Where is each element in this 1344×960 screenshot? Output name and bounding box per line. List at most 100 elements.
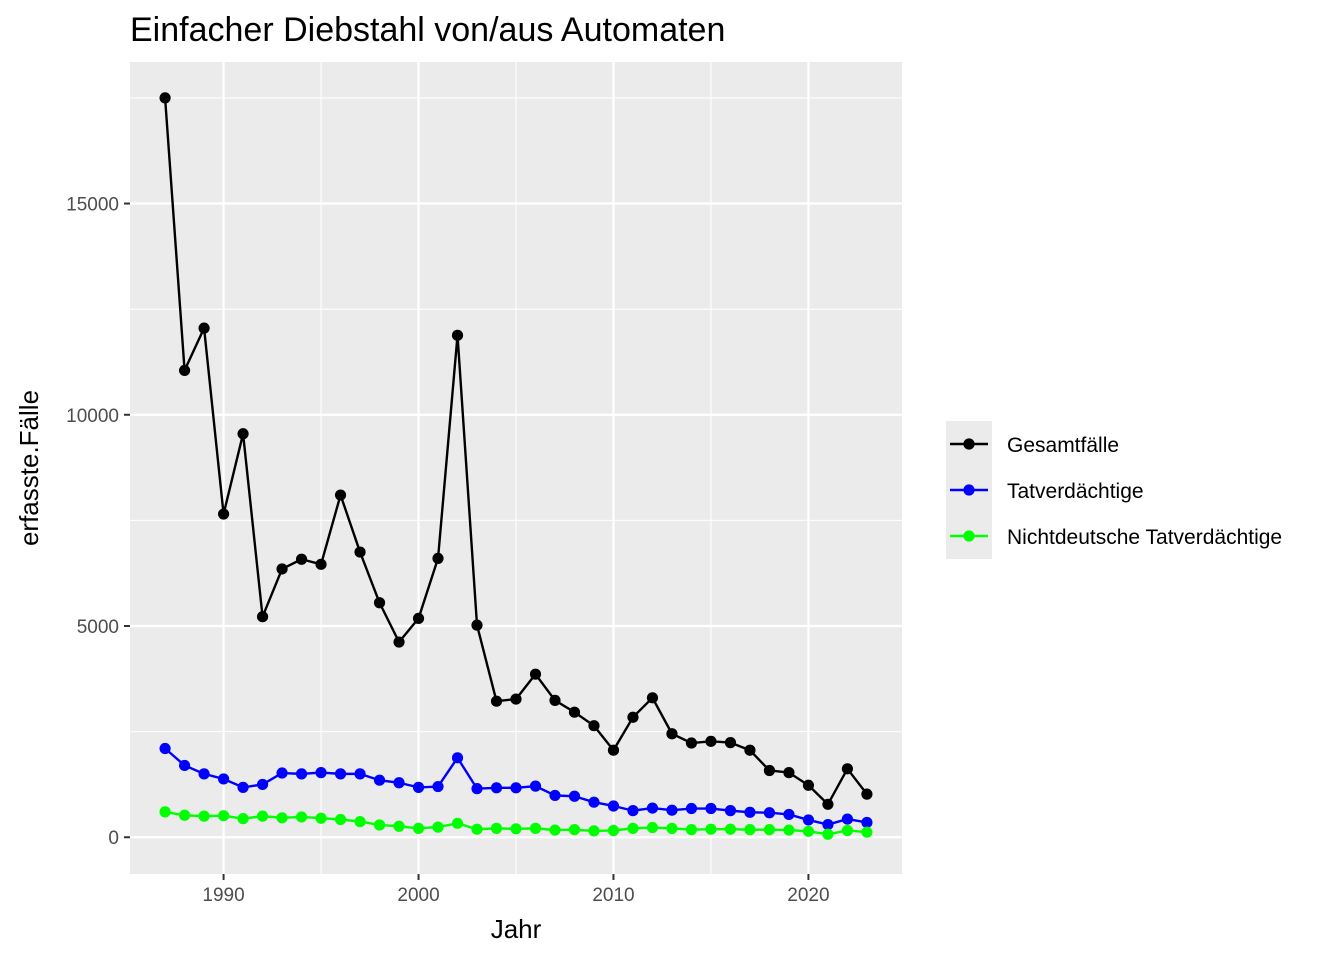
data-point [256,778,269,791]
data-point [315,812,327,824]
data-point [763,807,776,819]
data-point [685,737,698,749]
legend-key-point [963,530,975,542]
data-point [237,781,249,793]
axis-layer: 1990 2000 2010 2020 0 5000 10000 15000 [66,195,829,906]
data-point [646,692,659,704]
x-tick-label: 2020 [787,885,829,906]
data-point [393,777,405,789]
data-point [432,821,444,833]
data-point [744,824,756,836]
data-point [256,611,269,623]
data-point [724,805,737,817]
data-point [802,825,815,837]
data-point [373,819,386,831]
data-point [471,619,483,631]
data-point [549,789,561,802]
data-point [217,810,230,822]
data-point [334,768,347,780]
x-tick-label: 2010 [592,885,634,906]
data-point [685,824,698,836]
series-layer [159,92,873,840]
legend-key-point [963,438,975,450]
data-point [276,767,288,779]
data-point [607,824,620,837]
data-point [802,779,815,791]
data-point [315,767,327,779]
data-point [685,802,698,815]
data-point [705,823,717,835]
data-point [744,744,756,756]
y-tick-label: 5000 [77,617,119,638]
data-point [412,781,425,793]
legend-label: Nichtdeutsche Tatverdächtige [1007,526,1282,549]
data-point [841,813,854,825]
data-point [724,823,737,835]
data-point [783,824,795,836]
data-point [178,809,191,821]
data-point [666,822,678,834]
data-point [822,828,834,840]
data-point [627,711,639,723]
data-point [393,820,405,832]
data-point [627,822,639,834]
data-point [510,782,522,794]
data-point [783,767,795,779]
data-point [841,824,854,837]
data-point [159,806,171,818]
data-point [178,759,191,772]
grid-minor [130,62,902,874]
data-point [354,768,366,780]
y-axis-title: erfasste.Fälle [14,390,44,546]
data-point [198,810,210,822]
y-tick-label: 15000 [66,195,119,216]
data-point [276,563,288,575]
data-point [432,780,444,793]
data-point [588,825,600,837]
data-point [295,768,308,780]
data-point [705,735,717,747]
data-point [451,329,464,341]
data-point [744,806,756,818]
data-point [510,823,522,835]
data-point [315,558,327,570]
data-point [354,816,366,828]
y-tick-label: 10000 [66,406,119,427]
data-point [802,814,815,826]
data-point [217,508,230,520]
data-point [783,808,795,821]
data-point [588,796,600,808]
data-point [510,693,522,705]
data-point [412,822,425,834]
data-point [295,553,308,565]
data-point [763,824,776,836]
data-point [822,798,834,810]
data-point [549,824,561,836]
data-point [529,668,542,680]
data-point [198,768,210,780]
data-point [861,788,873,800]
grid-major [130,62,902,874]
data-point [705,802,717,815]
data-point [373,597,386,609]
data-point [490,695,503,707]
data-point [490,822,503,834]
data-point [471,783,483,795]
data-point [471,823,483,835]
data-point [646,802,659,814]
data-point [861,816,873,829]
data-point [159,742,171,755]
x-tick-label: 1990 [202,885,244,906]
data-point [295,811,308,823]
data-point [159,92,171,104]
data-point [237,428,249,440]
data-point [588,720,600,732]
data-point [451,817,464,829]
data-point [607,800,620,812]
data-point [334,489,347,501]
data-point [490,782,503,794]
data-point [763,764,776,777]
data-point [529,822,542,834]
x-tick-label: 2000 [397,885,439,906]
data-point [393,636,405,648]
